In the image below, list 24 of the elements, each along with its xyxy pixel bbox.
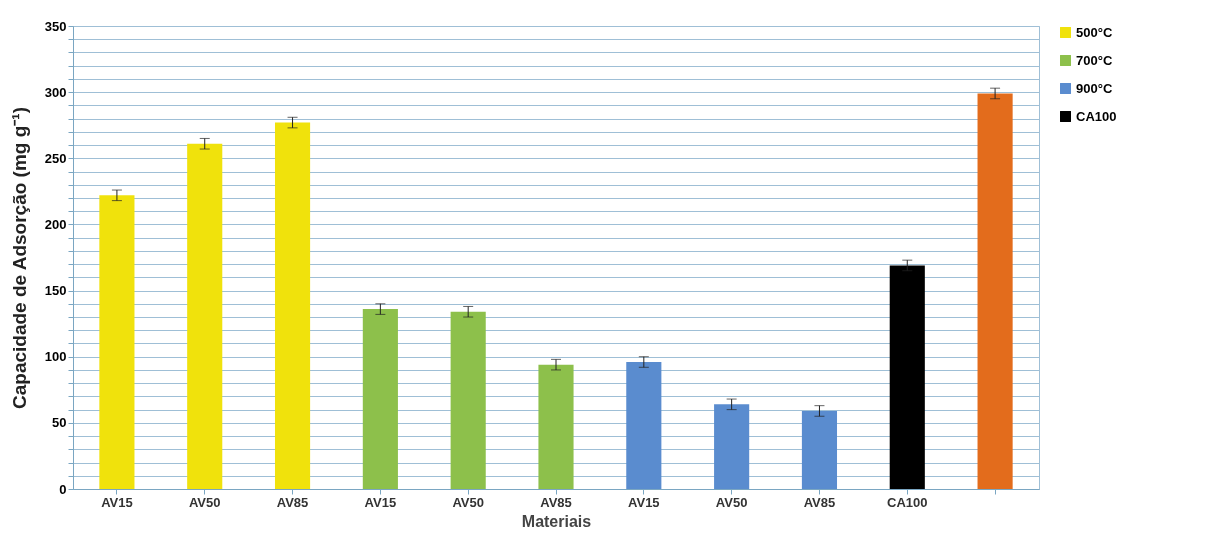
x-tick-label: AV85 [540,494,572,510]
x-tick-label: AV15 [101,494,133,510]
y-tick-label: 300 [44,84,67,100]
y-tick-label: 150 [44,283,67,299]
x-tick-label: AV50 [188,494,221,510]
x-axis-title: Materiais [521,512,592,530]
x-tick-label: AV50 [715,494,748,510]
y-tick-label: 350 [44,18,67,34]
x-tick-label: AV85 [276,494,309,510]
x-tick-label: AV15 [628,494,660,510]
legend-label: 700°C [1076,52,1113,68]
y-tick-label: 200 [44,216,67,232]
x-tick-label: AV15 [364,494,397,510]
y-tick-label: 250 [44,150,67,166]
legend-label: CA100 [1076,108,1117,124]
legend-label: 900°C [1076,80,1113,96]
x-tick-label: AV85 [803,494,836,510]
y-tick-label: 50 [52,415,67,431]
y-axis-title: Capacidade de Adsorção (mg g⁻¹) [8,107,30,409]
y-tick-label: 0 [59,481,67,497]
y-tick-label: 100 [44,349,67,365]
legend-label: 500°C [1076,24,1113,40]
x-tick-label: CA100 [887,494,928,510]
x-tick-label: AV50 [452,494,484,510]
